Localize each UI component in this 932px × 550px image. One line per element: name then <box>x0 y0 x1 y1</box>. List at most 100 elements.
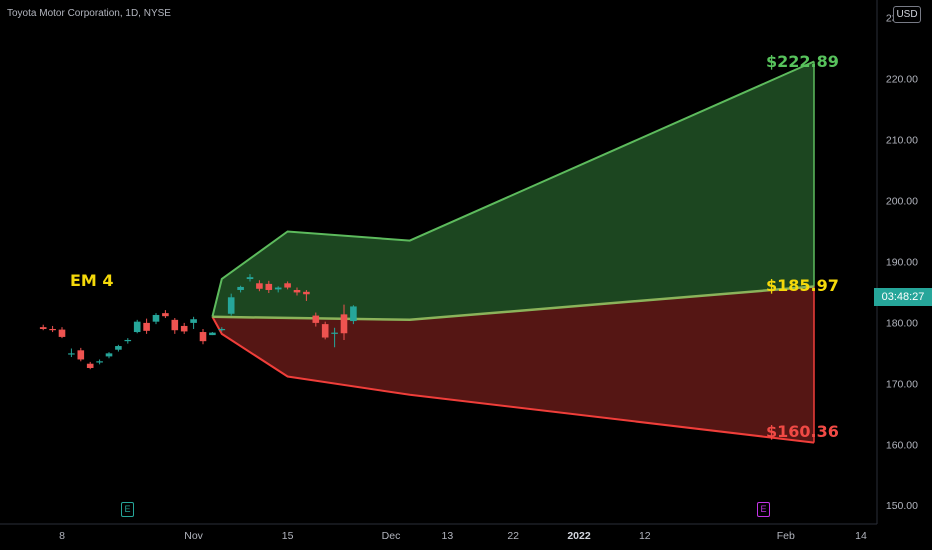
bar-countdown-badge: 03:48:27 <box>874 288 932 306</box>
candle <box>77 347 85 362</box>
candle <box>340 304 348 340</box>
y-tick-label: 190.00 <box>886 256 918 268</box>
candle <box>265 280 273 294</box>
candle-body <box>68 353 75 355</box>
lower-band-line <box>211 316 815 444</box>
x-tick-label: Feb <box>777 530 795 542</box>
candle <box>246 274 254 282</box>
candle-body <box>115 346 122 350</box>
candle-body <box>190 319 197 323</box>
candle-body <box>350 306 357 322</box>
candle <box>58 327 66 339</box>
candle-body <box>237 286 244 290</box>
x-tick-label: 8 <box>59 530 65 542</box>
time-axis[interactable]: 8 Nov 15 Dec 13 22 2022 12 Feb 14 <box>59 530 867 542</box>
x-tick-label: 14 <box>855 530 867 542</box>
upper-band-fill <box>212 61 814 320</box>
x-tick-label: 2022 <box>567 530 591 542</box>
currency-badge[interactable]: USD <box>893 6 921 23</box>
y-tick-label: 210.00 <box>886 135 918 147</box>
y-tick-label: 150.00 <box>886 500 918 512</box>
chart-title: Toyota Motor Corporation, 1D, NYSE <box>7 8 171 19</box>
candle <box>350 305 357 325</box>
candle-body <box>293 289 301 293</box>
candle-body <box>199 332 207 342</box>
mid-band-price-label: $185.97 <box>766 276 839 295</box>
candle <box>321 321 329 340</box>
candle-body <box>218 328 226 331</box>
lower-band-fill <box>212 286 814 443</box>
x-tick-label: Nov <box>184 530 203 542</box>
candle-body <box>340 314 348 334</box>
candle <box>293 287 301 296</box>
x-tick-label: 22 <box>507 530 519 542</box>
candle-body <box>303 291 310 295</box>
candle-body <box>58 329 66 337</box>
candle <box>190 316 197 329</box>
candle-body <box>312 315 320 323</box>
candle <box>274 286 282 293</box>
candle-body <box>227 297 235 314</box>
candle <box>284 281 291 290</box>
candle-body <box>152 314 160 322</box>
candle-body <box>284 283 291 288</box>
y-tick-label: 220.00 <box>886 74 918 86</box>
earnings-event-icon[interactable]: E <box>121 502 134 517</box>
candle-body <box>246 277 254 280</box>
x-tick-label: Dec <box>382 530 401 542</box>
candle-body <box>96 361 103 363</box>
candle <box>124 338 132 344</box>
candle <box>237 285 244 293</box>
candle <box>68 348 75 358</box>
candle-body <box>180 325 188 332</box>
candle-body <box>133 321 141 333</box>
candle-body <box>77 350 85 360</box>
dividend-event-icon[interactable]: E <box>757 502 770 517</box>
candle <box>115 344 122 352</box>
candle <box>331 327 338 348</box>
candle-body <box>321 324 329 338</box>
lower-band-price-label: $160.36 <box>766 422 839 441</box>
x-tick-label: 12 <box>639 530 651 542</box>
candle-body <box>256 283 263 289</box>
candle-body <box>162 313 169 317</box>
candle-body <box>209 332 216 336</box>
candle-body <box>124 339 132 342</box>
em-label: EM 4 <box>70 271 114 290</box>
candle <box>105 352 113 359</box>
candle <box>180 322 188 334</box>
candle-body <box>143 322 150 331</box>
candle-body <box>105 353 113 357</box>
candle <box>133 319 141 334</box>
candle <box>256 280 263 292</box>
candle <box>171 318 179 334</box>
candle <box>312 312 320 327</box>
candle <box>199 328 207 345</box>
candle-body <box>171 319 179 331</box>
expected-move-bands <box>211 60 815 444</box>
y-tick-label: 170.00 <box>886 378 918 390</box>
candle <box>218 327 226 332</box>
candle <box>303 289 310 301</box>
candle-body <box>274 287 282 290</box>
candle <box>49 325 56 333</box>
candle <box>143 318 150 334</box>
candle <box>209 332 216 336</box>
candle <box>227 293 235 316</box>
candle <box>96 359 103 365</box>
candle <box>39 324 47 331</box>
x-tick-label: 15 <box>282 530 294 542</box>
price-axis[interactable]: 150.00 160.00 170.00 180.00 190.00 200.00 210.… <box>886 13 918 513</box>
candle-body <box>265 283 273 290</box>
candle-body <box>39 327 47 329</box>
upper-band-price-label: $222.89 <box>766 52 839 71</box>
y-tick-label: 160.00 <box>886 439 918 451</box>
candle-body <box>331 332 338 334</box>
candle <box>86 361 94 370</box>
y-tick-label: 180.00 <box>886 317 918 329</box>
candle <box>152 313 160 325</box>
upper-band-line <box>211 60 815 318</box>
x-tick-label: 13 <box>442 530 454 542</box>
mid-band-line <box>212 285 815 322</box>
